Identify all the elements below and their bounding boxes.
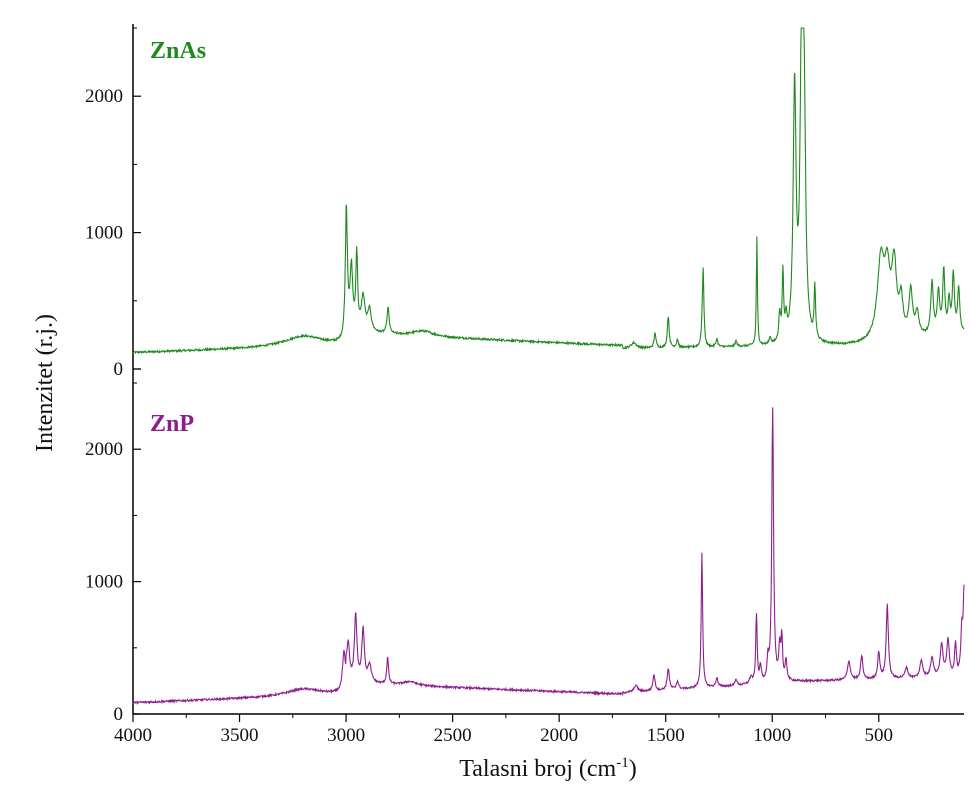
x-axis-title-end: ) — [629, 756, 637, 782]
y-axis-title: Intenzitet (r.j.) — [32, 314, 58, 452]
x-axis-title: Talasni broj (cm-1) — [459, 755, 636, 782]
x-tick-label: 4000 — [114, 725, 152, 746]
panel-znp: ZnP 0 1000 2000 — [85, 382, 965, 725]
y-tick-label: 2000 — [85, 439, 123, 460]
y-tick-label: 1000 — [85, 223, 123, 244]
plot-frame — [132, 24, 964, 715]
x-tick-label: 2000 — [540, 725, 578, 746]
x-axis-title-sup: -1 — [616, 755, 629, 771]
panel-znas: ZnAs 0 1000 2000 — [85, 27, 965, 380]
x-tick-label: 1000 — [753, 725, 791, 746]
x-tick-label: 3000 — [327, 725, 365, 746]
x-tick-label: 2500 — [434, 725, 472, 746]
x-axis-ticks: 4000 3500 3000 2500 2000 1500 1000 500 — [114, 714, 893, 746]
x-tick-label: 1500 — [647, 725, 685, 746]
y-axis-ticks-znp: 0 1000 2000 — [85, 382, 141, 725]
series-line-znp — [132, 407, 965, 705]
y-tick-label: 0 — [114, 704, 124, 725]
y-axis-ticks-znas: 0 1000 2000 — [85, 27, 141, 380]
panel-label-znp: ZnP — [150, 411, 194, 437]
y-tick-label: 1000 — [85, 572, 123, 593]
x-tick-label: 500 — [865, 725, 894, 746]
series-line-znas — [132, 27, 965, 355]
panel-label-znas: ZnAs — [150, 38, 206, 64]
x-axis-title-main: Talasni broj (cm — [459, 756, 616, 782]
x-tick-label: 3500 — [221, 725, 259, 746]
y-tick-label: 2000 — [85, 86, 123, 107]
y-tick-label: 0 — [114, 359, 124, 380]
